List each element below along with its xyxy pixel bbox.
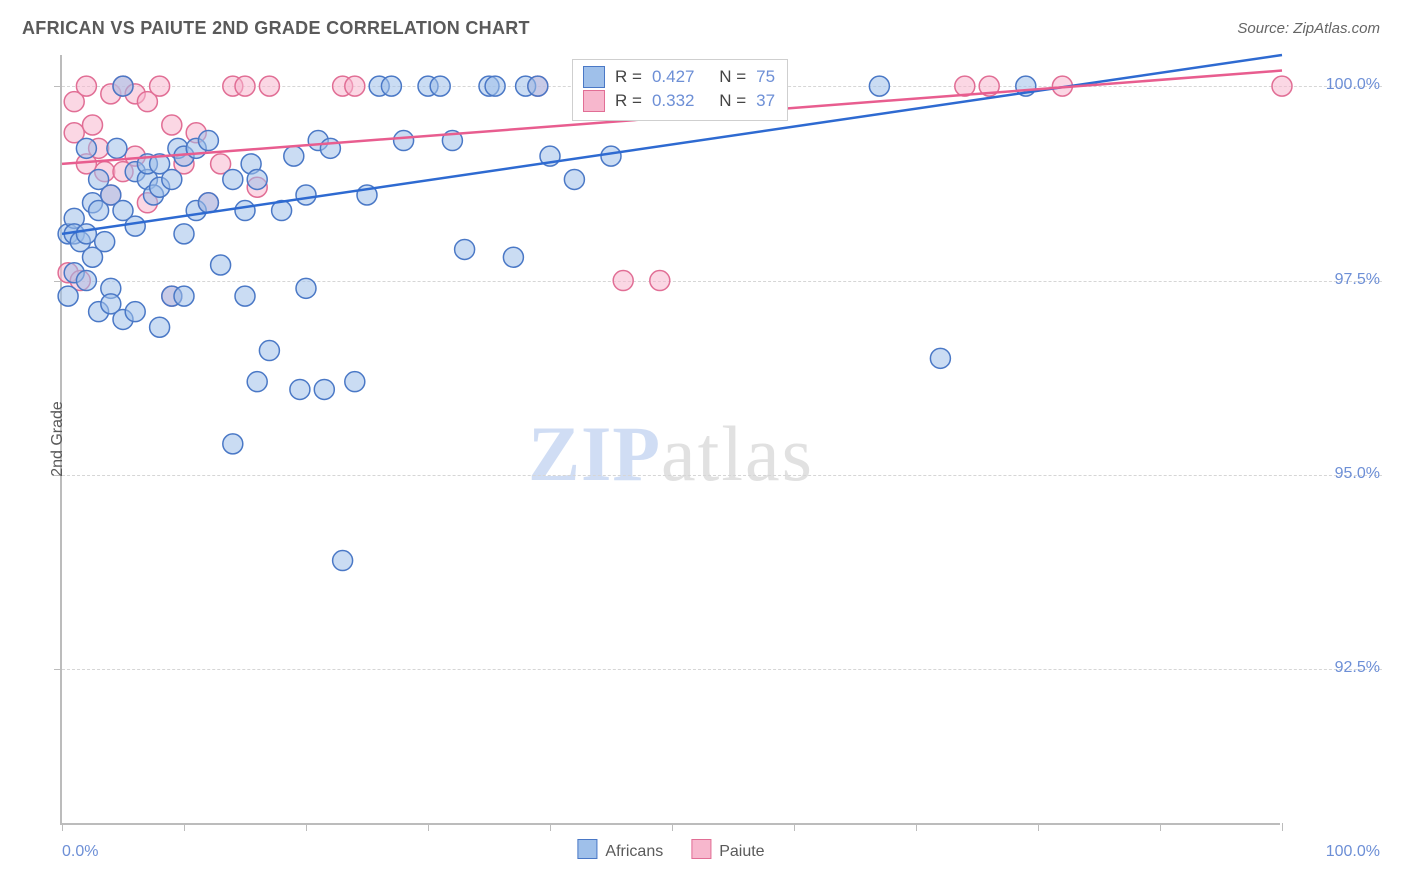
stats-row-africans: R = 0.427 N = 75	[583, 66, 775, 88]
r-value-paiute: 0.332	[652, 91, 695, 111]
data-point-paiute	[1272, 76, 1292, 96]
stats-row-paiute: R = 0.332 N = 37	[583, 90, 775, 112]
data-point-africans	[503, 247, 523, 267]
data-point-africans	[125, 216, 145, 236]
y-tick	[54, 281, 62, 282]
x-axis-max-label: 100.0%	[1300, 843, 1380, 861]
source-name: ZipAtlas.com	[1293, 20, 1380, 37]
r-value-africans: 0.427	[652, 67, 695, 87]
data-point-africans	[290, 379, 310, 399]
source-prefix: Source:	[1237, 20, 1293, 37]
y-tick-label: 95.0%	[1300, 465, 1380, 483]
data-point-africans	[76, 271, 96, 291]
data-point-africans	[430, 76, 450, 96]
x-tick	[1282, 823, 1283, 831]
data-point-paiute	[76, 76, 96, 96]
legend-item-africans: Africans	[577, 839, 663, 861]
data-point-africans	[113, 76, 133, 96]
stats-swatch-africans	[583, 66, 605, 88]
y-tick-label: 100.0%	[1300, 76, 1380, 94]
legend-swatch-paiute	[691, 839, 711, 859]
data-point-africans	[76, 224, 96, 244]
data-point-africans	[174, 286, 194, 306]
data-point-africans	[235, 286, 255, 306]
y-tick	[54, 86, 62, 87]
plot-frame: ZIPatlas R = 0.427 N = 75 R = 0.332 N = …	[60, 55, 1280, 825]
data-point-africans	[284, 146, 304, 166]
data-point-africans	[345, 372, 365, 392]
data-point-africans	[95, 232, 115, 252]
r-label: R =	[615, 67, 642, 87]
data-point-africans	[162, 169, 182, 189]
data-point-africans	[247, 169, 267, 189]
n-value-paiute: 37	[756, 91, 775, 111]
data-point-africans	[314, 379, 334, 399]
data-point-africans	[455, 239, 475, 259]
data-point-africans	[601, 146, 621, 166]
data-point-africans	[296, 185, 316, 205]
data-point-africans	[333, 551, 353, 571]
data-point-africans	[125, 302, 145, 322]
data-point-paiute	[650, 271, 670, 291]
data-point-africans	[381, 76, 401, 96]
x-axis-min-label: 0.0%	[62, 843, 98, 861]
data-point-paiute	[259, 76, 279, 96]
y-tick-label: 92.5%	[1300, 660, 1380, 678]
data-point-paiute	[235, 76, 255, 96]
data-point-paiute	[150, 76, 170, 96]
data-point-africans	[76, 138, 96, 158]
data-point-africans	[198, 193, 218, 213]
data-point-africans	[930, 348, 950, 368]
data-point-africans	[296, 278, 316, 298]
stats-swatch-paiute	[583, 90, 605, 112]
data-point-africans	[394, 131, 414, 151]
chart-area: ZIPatlas R = 0.427 N = 75 R = 0.332 N = …	[60, 55, 1380, 825]
data-point-africans	[320, 138, 340, 158]
n-label: N =	[719, 91, 746, 111]
chart-title: AFRICAN VS PAIUTE 2ND GRADE CORRELATION …	[22, 18, 530, 39]
data-point-africans	[247, 372, 267, 392]
data-point-africans	[223, 434, 243, 454]
stats-legend: R = 0.427 N = 75 R = 0.332 N = 37	[572, 59, 788, 121]
data-point-africans	[223, 169, 243, 189]
data-point-paiute	[613, 271, 633, 291]
data-point-africans	[528, 76, 548, 96]
plot-svg	[62, 55, 1282, 825]
data-point-africans	[150, 317, 170, 337]
legend-label-africans: Africans	[605, 843, 663, 860]
data-point-africans	[107, 138, 127, 158]
r-label: R =	[615, 91, 642, 111]
data-point-africans	[564, 169, 584, 189]
data-point-paiute	[162, 115, 182, 135]
y-tick-label: 97.5%	[1300, 271, 1380, 289]
y-tick	[54, 669, 62, 670]
chart-source: Source: ZipAtlas.com	[1237, 20, 1380, 37]
series-legend: Africans Paiute	[577, 839, 764, 861]
data-point-africans	[259, 341, 279, 361]
data-point-africans	[235, 201, 255, 221]
data-point-africans	[198, 131, 218, 151]
data-point-africans	[58, 286, 78, 306]
legend-item-paiute: Paiute	[691, 839, 764, 861]
data-point-africans	[869, 76, 889, 96]
legend-swatch-africans	[577, 839, 597, 859]
n-label: N =	[719, 67, 746, 87]
y-axis-title: 2nd Grade	[49, 401, 67, 477]
n-value-africans: 75	[756, 67, 775, 87]
legend-label-paiute: Paiute	[719, 843, 764, 860]
data-point-paiute	[345, 76, 365, 96]
data-point-africans	[174, 224, 194, 244]
data-point-africans	[211, 255, 231, 275]
data-point-africans	[485, 76, 505, 96]
data-point-paiute	[83, 115, 103, 135]
